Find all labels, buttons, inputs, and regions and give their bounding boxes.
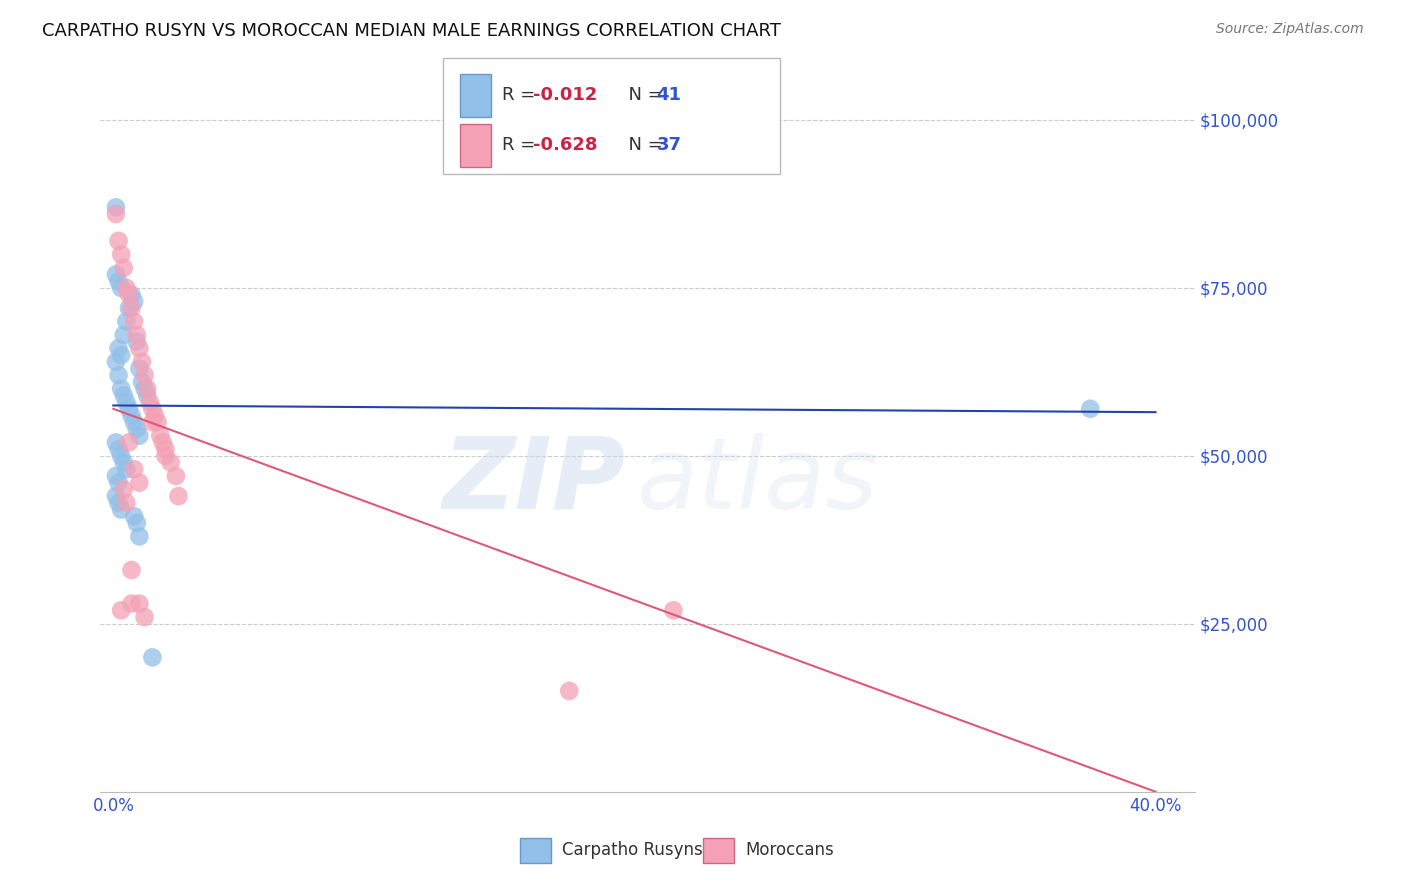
Point [146, 415, 169, 429]
Point [134, 382, 156, 396]
Point [141, 401, 163, 416]
Point [155, 442, 177, 456]
Point [1078, 401, 1101, 416]
Point [143, 409, 166, 423]
Point [152, 435, 174, 450]
Point [125, 327, 148, 342]
Text: Carpatho Rusyns: Carpatho Rusyns [562, 841, 703, 859]
Text: Moroccans: Moroccans [745, 841, 834, 859]
Point [128, 475, 150, 490]
Point [128, 342, 150, 356]
Text: N =: N = [617, 87, 669, 104]
Point [155, 449, 177, 463]
Point [118, 301, 141, 315]
Text: N =: N = [617, 136, 669, 154]
Point [110, 603, 132, 617]
Text: R =: R = [502, 136, 541, 154]
Point [121, 563, 143, 577]
Point [662, 603, 685, 617]
Point [128, 428, 150, 442]
Point [104, 268, 127, 282]
Text: -0.628: -0.628 [533, 136, 598, 154]
Point [122, 415, 145, 429]
Point [104, 207, 127, 221]
Point [134, 610, 156, 624]
Point [112, 260, 135, 275]
Point [107, 475, 129, 490]
Point [115, 462, 138, 476]
Point [121, 409, 143, 423]
Point [104, 355, 127, 369]
Point [128, 597, 150, 611]
Point [110, 502, 132, 516]
Point [112, 388, 135, 402]
Point [134, 368, 156, 383]
Point [107, 234, 129, 248]
Point [125, 334, 148, 349]
Point [159, 456, 181, 470]
Point [136, 388, 159, 402]
Point [110, 382, 132, 396]
Point [107, 496, 129, 510]
Point [110, 348, 132, 362]
Point [110, 281, 132, 295]
Point [115, 496, 138, 510]
Point [121, 597, 143, 611]
Point [104, 200, 127, 214]
Point [141, 415, 163, 429]
Point [121, 287, 143, 301]
Point [125, 516, 148, 530]
Point [107, 274, 129, 288]
Point [104, 489, 127, 503]
Text: ZIP: ZIP [443, 433, 626, 530]
Point [122, 294, 145, 309]
Point [115, 314, 138, 328]
Point [118, 287, 141, 301]
Point [136, 382, 159, 396]
Point [122, 314, 145, 328]
Point [104, 435, 127, 450]
Point [558, 684, 581, 698]
Text: atlas: atlas [637, 433, 879, 530]
Point [139, 395, 162, 409]
Point [107, 442, 129, 456]
Point [128, 529, 150, 543]
Point [122, 462, 145, 476]
Point [118, 435, 141, 450]
Point [141, 650, 163, 665]
Point [167, 489, 190, 503]
Point [165, 469, 187, 483]
Point [125, 422, 148, 436]
Point [110, 247, 132, 261]
Point [112, 327, 135, 342]
Point [112, 483, 135, 497]
Point [122, 509, 145, 524]
Point [118, 401, 141, 416]
Text: -0.012: -0.012 [533, 87, 598, 104]
Point [131, 375, 153, 389]
Point [110, 449, 132, 463]
Point [107, 368, 129, 383]
Point [107, 342, 129, 356]
Point [115, 281, 138, 295]
Point [112, 456, 135, 470]
Point [121, 301, 143, 315]
Point [104, 469, 127, 483]
Text: CARPATHO RUSYN VS MOROCCAN MEDIAN MALE EARNINGS CORRELATION CHART: CARPATHO RUSYN VS MOROCCAN MEDIAN MALE E… [42, 22, 782, 40]
Point [131, 355, 153, 369]
Text: 37: 37 [657, 136, 682, 154]
Point [128, 361, 150, 376]
Point [115, 395, 138, 409]
Text: R =: R = [502, 87, 541, 104]
Point [149, 428, 172, 442]
Text: Source: ZipAtlas.com: Source: ZipAtlas.com [1216, 22, 1364, 37]
Text: 41: 41 [657, 87, 682, 104]
